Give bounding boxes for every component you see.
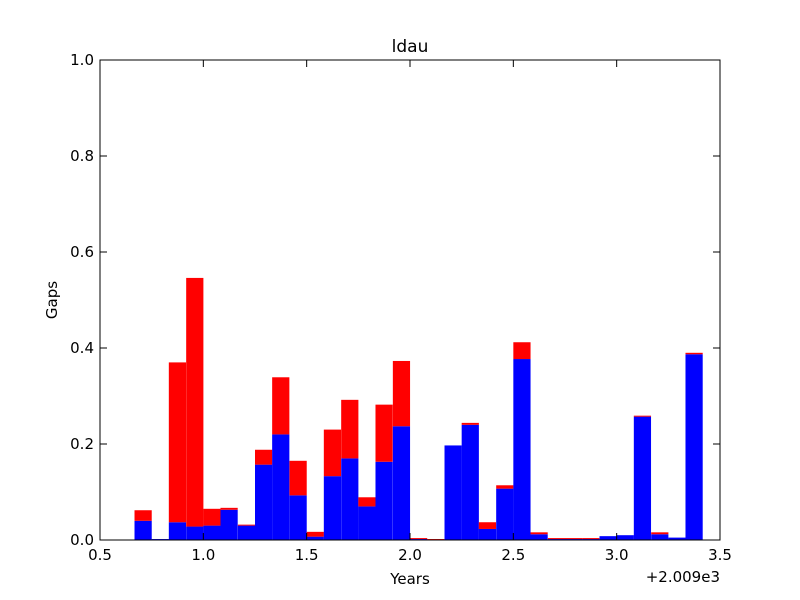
bar-series0-29 xyxy=(633,416,652,540)
bar-series1-29 xyxy=(633,415,652,417)
bar-series1-3 xyxy=(186,277,204,527)
bar-series0-5 xyxy=(220,509,238,540)
bar-series1-7 xyxy=(255,449,273,465)
bar-series1-20 xyxy=(478,522,497,529)
bar-series0-20 xyxy=(478,528,497,540)
bar-series0-14 xyxy=(375,461,393,540)
y-tick-label: 0.2 xyxy=(70,435,94,453)
y-tick-label: 0.0 xyxy=(70,531,94,549)
bar-series1-21 xyxy=(496,485,514,489)
x-axis-offset-label: +2.009e3 xyxy=(646,568,720,586)
chart-title: ldau xyxy=(392,37,429,57)
bar-series1-11 xyxy=(323,429,342,477)
bar-series0-11 xyxy=(323,476,342,540)
bar-series0-13 xyxy=(358,506,376,540)
y-axis-label: Gaps xyxy=(43,281,61,319)
x-tick-label: 2.0 xyxy=(398,546,422,564)
bar-series0-3 xyxy=(186,526,204,540)
bar-series0-22 xyxy=(513,359,531,540)
y-tick-label: 1.0 xyxy=(70,51,94,69)
bar-series0-19 xyxy=(461,424,479,540)
bar-series0-18 xyxy=(444,445,462,540)
bar-series0-0 xyxy=(134,520,152,540)
bars-layer xyxy=(134,277,703,540)
bar-series1-6 xyxy=(237,524,256,526)
bar-series0-32 xyxy=(685,354,703,540)
bar-series0-12 xyxy=(341,458,359,540)
x-tick-label: 3.5 xyxy=(708,546,732,564)
bar-series1-2 xyxy=(168,362,187,523)
x-tick-label: 2.5 xyxy=(501,546,525,564)
bar-series0-9 xyxy=(289,495,307,540)
bar-series0-8 xyxy=(272,434,290,540)
y-tick-label: 0.6 xyxy=(70,243,94,261)
bar-series1-9 xyxy=(289,460,307,496)
x-tick-label: 1.0 xyxy=(191,546,215,564)
bar-series1-30 xyxy=(651,532,669,535)
bar-series1-26 xyxy=(582,538,600,540)
x-tick-label: 3.0 xyxy=(605,546,629,564)
bar-series1-16 xyxy=(410,538,428,540)
bar-series0-10 xyxy=(306,536,324,540)
bar-series1-22 xyxy=(513,342,531,360)
bar-series1-12 xyxy=(341,399,359,459)
bar-series1-23 xyxy=(530,532,548,535)
bar-series0-7 xyxy=(255,464,273,540)
y-tick-label: 0.4 xyxy=(70,339,94,357)
bar-series1-24 xyxy=(547,538,566,540)
bar-series1-32 xyxy=(685,352,703,355)
bar-series1-14 xyxy=(375,404,393,462)
bar-series0-2 xyxy=(168,522,187,540)
x-axis-label: Years xyxy=(389,570,430,588)
bar-series0-27 xyxy=(599,536,617,540)
x-tick-label: 1.5 xyxy=(295,546,319,564)
bar-series0-4 xyxy=(203,525,221,540)
y-tick-label: 0.8 xyxy=(70,147,94,165)
bar-series1-8 xyxy=(272,377,290,435)
bar-series1-25 xyxy=(565,538,583,540)
bar-series1-13 xyxy=(358,497,376,507)
bar-series0-23 xyxy=(530,534,548,540)
bar-series0-30 xyxy=(651,534,669,540)
bar-series0-6 xyxy=(237,525,256,540)
bar-series1-5 xyxy=(220,507,238,510)
ticks-layer: 0.5 1.0 1.5 2.0 2.5 3.0 3.5 0.0 0.2 0.4 0.6 0.8 1.0 xyxy=(70,51,732,564)
bar-series1-19 xyxy=(461,422,479,425)
bar-series1-0 xyxy=(134,510,152,521)
bar-series1-10 xyxy=(306,531,324,537)
x-tick-label: 0.5 xyxy=(88,546,112,564)
bar-series0-31 xyxy=(668,537,686,540)
bar-series0-15 xyxy=(392,426,411,540)
bar-series1-4 xyxy=(203,508,221,526)
bar-series0-28 xyxy=(616,535,634,540)
bar-series0-21 xyxy=(496,488,514,540)
bar-series1-15 xyxy=(392,360,411,427)
